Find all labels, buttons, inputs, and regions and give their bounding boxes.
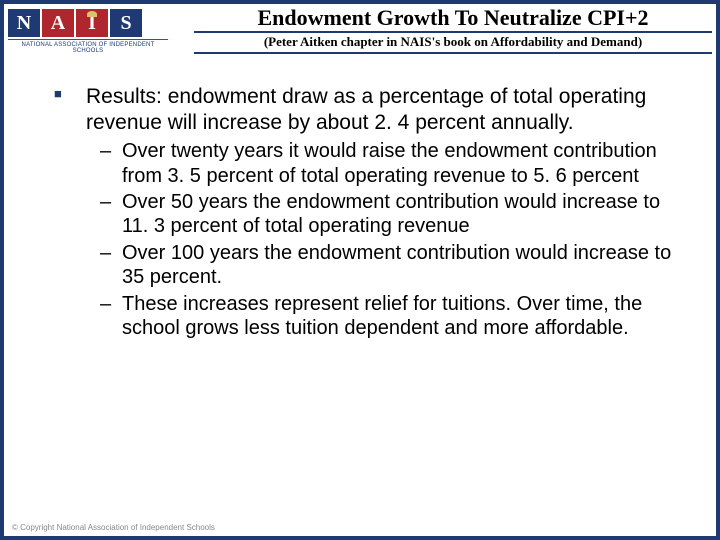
logo-letter-i: I	[76, 9, 108, 37]
copyright-footer: © Copyright National Association of Inde…	[12, 523, 215, 532]
bullet-sub: These increases represent relief for tui…	[44, 292, 686, 341]
nais-logo: N A I S NATIONAL ASSOCIATION OF INDEPEND…	[8, 6, 188, 54]
slide-frame: N A I S NATIONAL ASSOCIATION OF INDEPEND…	[0, 0, 720, 540]
header: N A I S NATIONAL ASSOCIATION OF INDEPEND…	[8, 6, 712, 62]
bullet-sub: Over 100 years the endowment contributio…	[44, 241, 686, 290]
bullet-sub: Over 50 years the endowment contribution…	[44, 190, 686, 239]
logo-letter-s: S	[110, 9, 142, 37]
logo-subtitle: NATIONAL ASSOCIATION OF INDEPENDENT SCHO…	[8, 39, 168, 54]
slide-title: Endowment Growth To Neutralize CPI+2	[194, 6, 712, 33]
logo-letter-n: N	[8, 9, 40, 37]
title-block: Endowment Growth To Neutralize CPI+2 (Pe…	[188, 6, 712, 54]
slide-content: Results: endowment draw as a percentage …	[44, 84, 686, 340]
logo-letter-a: A	[42, 9, 74, 37]
bullet-main: Results: endowment draw as a percentage …	[44, 84, 686, 135]
bullet-sub: Over twenty years it would raise the end…	[44, 139, 686, 188]
logo-letters: N A I S	[8, 8, 144, 38]
slide-subtitle: (Peter Aitken chapter in NAIS's book on …	[194, 33, 712, 54]
lamp-icon	[87, 11, 97, 17]
